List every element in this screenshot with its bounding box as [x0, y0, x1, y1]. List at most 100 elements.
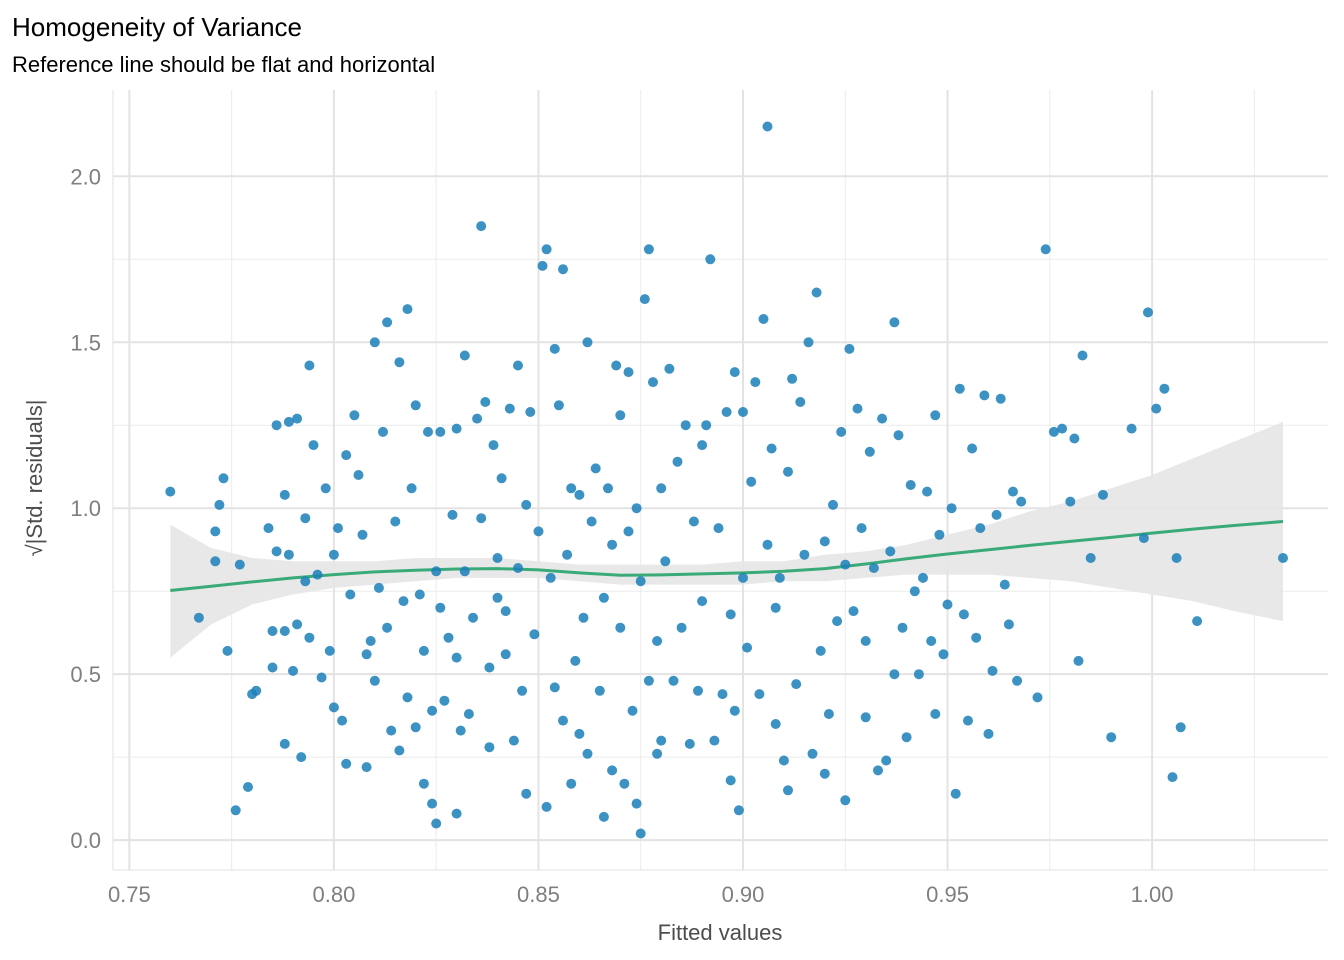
- x-tick-label: 0.95: [926, 882, 969, 907]
- scatter-point: [672, 456, 683, 467]
- scatter-point: [410, 722, 421, 733]
- scatter-point: [1003, 619, 1014, 630]
- scatter-point: [394, 745, 405, 756]
- scatter-point: [414, 589, 425, 600]
- scatter-point: [873, 765, 883, 776]
- scatter-point: [423, 426, 433, 437]
- scatter-point: [1012, 675, 1023, 686]
- smooth-line-layer: [170, 520, 1284, 592]
- scatter-point: [431, 566, 442, 577]
- scatter-point: [271, 420, 282, 431]
- scatter-point: [832, 616, 843, 627]
- scatter-point: [922, 486, 933, 497]
- scatter-point: [1016, 496, 1027, 507]
- scatter-point: [480, 397, 491, 407]
- scatter-point: [312, 569, 323, 580]
- scatter-point: [406, 483, 417, 494]
- scatter-point: [840, 795, 851, 806]
- scatter-point: [500, 606, 511, 617]
- scatter-point: [513, 360, 523, 371]
- scatter-point: [652, 636, 663, 646]
- scatter-point: [386, 725, 397, 736]
- scatter-point: [852, 403, 863, 414]
- scatter-point: [1126, 423, 1137, 434]
- x-tick-label: 1.00: [1131, 882, 1174, 907]
- scatter-point: [553, 400, 564, 411]
- scatter-point: [893, 430, 904, 441]
- x-tick-label: 0.80: [312, 882, 355, 907]
- scatter-point: [762, 121, 773, 132]
- scatter-point: [877, 413, 888, 424]
- scatter-point: [427, 798, 438, 809]
- scatter-point: [619, 778, 630, 789]
- scatter-point: [504, 403, 515, 414]
- scatter-point: [983, 728, 994, 739]
- scatter-point: [496, 473, 507, 484]
- scatter-point: [566, 483, 577, 494]
- scatter-point: [615, 410, 626, 421]
- chart-title: Homogeneity of Variance: [12, 12, 302, 42]
- scatter-point: [251, 685, 262, 696]
- scatter-point: [631, 503, 642, 514]
- scatter-point: [382, 317, 393, 328]
- scatter-point: [950, 788, 961, 799]
- scatter-point: [353, 470, 364, 480]
- scatter-point: [594, 685, 605, 696]
- scatter-point: [292, 413, 303, 424]
- smooth-line: [170, 520, 1284, 592]
- scatter-point: [472, 413, 483, 424]
- scatter-point: [913, 669, 924, 680]
- y-axis-title-group: √|Std. residuals|: [22, 400, 47, 557]
- scatter-point: [971, 632, 982, 643]
- scatter-point: [283, 549, 294, 560]
- scatter-point: [611, 360, 622, 371]
- scatter-point: [271, 546, 282, 557]
- y-tick-labels: 0.0 0.5 1.0 1.5 2.0: [70, 164, 101, 853]
- scatter-point: [402, 692, 413, 703]
- scatter-point: [517, 685, 528, 696]
- scatter-point: [729, 705, 740, 716]
- scatter-point: [484, 742, 495, 753]
- scatter-point: [643, 675, 654, 686]
- scatter-point: [357, 529, 368, 540]
- x-axis-title: Fitted values: [658, 920, 783, 945]
- scatter-point: [349, 410, 360, 421]
- scatter-point: [1069, 433, 1080, 444]
- scatter-point: [402, 304, 413, 315]
- scatter-point: [787, 373, 798, 384]
- x-tick-label: 0.85: [517, 882, 560, 907]
- scatter-point: [418, 645, 429, 656]
- scatter-point: [558, 715, 568, 726]
- scatter-point: [623, 367, 634, 378]
- scatter-point: [492, 553, 503, 563]
- scatter-point: [840, 559, 851, 570]
- scatter-point: [234, 559, 245, 570]
- scatter-point: [905, 480, 916, 490]
- scatter-point: [946, 503, 957, 514]
- scatter-point: [537, 260, 548, 271]
- confidence-band-layer: [170, 421, 1283, 658]
- scatter-point: [975, 523, 986, 534]
- scatter-point: [758, 314, 769, 324]
- scatter-point: [995, 393, 1006, 404]
- scatter-point: [558, 264, 568, 275]
- scatter-point: [705, 254, 716, 265]
- scatter-point: [582, 748, 593, 759]
- scatter-point: [586, 516, 597, 527]
- scatter-point: [582, 337, 593, 348]
- scatter-point: [868, 563, 879, 573]
- scatter-point: [729, 367, 740, 378]
- scatter-point: [1065, 496, 1076, 507]
- scatter-point: [1175, 722, 1186, 733]
- x-tick-labels: 0.75 0.80 0.85 0.90 0.95 1.00: [108, 882, 1174, 907]
- scatter-point: [484, 662, 495, 673]
- scatter-point: [930, 410, 941, 421]
- scatter-point: [660, 556, 671, 567]
- scatter-point: [279, 489, 290, 500]
- scatter-point: [1098, 489, 1108, 500]
- scatter-point: [819, 768, 830, 779]
- scatter-point: [296, 752, 307, 763]
- scatter-point: [656, 735, 667, 746]
- scatter-point: [881, 755, 892, 766]
- scatter-point: [451, 652, 462, 663]
